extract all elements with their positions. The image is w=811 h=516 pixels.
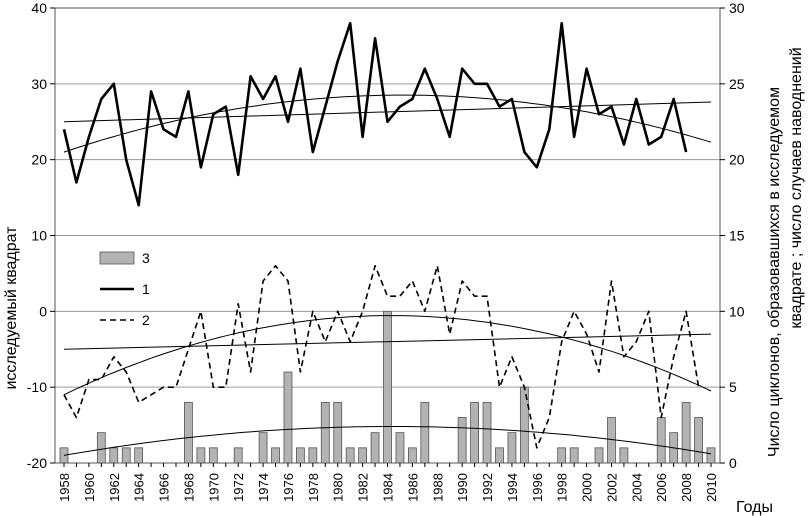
left-tick-label: 10 (31, 228, 47, 244)
bar (196, 447, 206, 464)
trend-lines (63, 94, 712, 456)
bar (96, 432, 106, 464)
bar-series-3 (59, 310, 716, 464)
bar (258, 432, 268, 464)
left-axis-label: исследуемый квадрат (3, 226, 20, 390)
x-tick-label: 1962 (107, 473, 122, 502)
bar (59, 447, 69, 464)
x-tick-label: 1968 (181, 473, 196, 502)
x-tick-label: 1958 (57, 473, 72, 502)
x-tick-label: 1978 (306, 473, 321, 502)
legend-label: 3 (142, 250, 150, 266)
x-tick-label: 1982 (356, 473, 371, 502)
bar (495, 447, 504, 464)
legend-swatch-bar (99, 251, 135, 265)
bar (271, 447, 280, 464)
x-tick-label: 1992 (480, 473, 495, 502)
x-tick-label: 1986 (405, 473, 420, 502)
right-tick-label: 0 (729, 455, 737, 471)
x-tick-label: 1960 (82, 473, 97, 502)
bar (121, 447, 131, 464)
bar (569, 447, 579, 464)
legend-label: 2 (142, 312, 150, 328)
x-tick-label: 1974 (256, 473, 271, 502)
trend-line-3 (63, 426, 712, 456)
x-tick-label: 1994 (505, 473, 520, 502)
bar (407, 447, 417, 464)
x-tick-label: 1976 (281, 473, 296, 502)
x-tick-label: 1972 (231, 473, 246, 502)
x-axis-label: Годы (736, 499, 773, 516)
x-tick-label: 1990 (455, 473, 470, 502)
trend-line-1 (63, 101, 712, 123)
bar (470, 401, 479, 464)
left-tick-label: 40 (31, 0, 47, 16)
bar (656, 417, 666, 464)
x-tick-label: 2010 (704, 473, 719, 502)
right-tick-label: 25 (729, 76, 745, 92)
left-tick-label: 0 (39, 303, 47, 319)
bar (681, 401, 691, 464)
trend-line-2 (63, 315, 712, 396)
bar (184, 401, 193, 464)
axes: -20 -10 0 10 20 30 40 0 5 10 15 20 25 30 1958 1960 1962 1… (27, 0, 745, 502)
x-tick-label: 1996 (530, 473, 545, 502)
right-tick-label: 5 (729, 379, 737, 395)
left-tick-label: 20 (31, 152, 47, 168)
x-tick-label: 2002 (604, 473, 619, 502)
right-tick-label: 30 (729, 0, 745, 16)
right-tick-label: 10 (729, 303, 745, 319)
right-tick-label: 20 (729, 152, 745, 168)
bar (383, 310, 392, 464)
bar (557, 447, 567, 464)
bar (594, 447, 604, 464)
bar (134, 447, 144, 464)
bar (694, 417, 703, 464)
bar (320, 401, 330, 464)
bar (706, 447, 716, 464)
x-tick-label: 2008 (679, 473, 694, 502)
bar (619, 447, 629, 464)
bar (109, 447, 119, 464)
right-tick-label: 15 (729, 228, 745, 244)
bar (345, 447, 355, 464)
left-tick-label: -10 (27, 379, 47, 395)
line-series (62, 21, 700, 449)
right-axis-label-line2: квадрате ; число случаев наводнений (788, 47, 805, 328)
bar (370, 432, 380, 464)
x-tick-label: 1966 (157, 473, 172, 502)
legend-label: 1 (142, 281, 150, 297)
bar (420, 401, 430, 464)
bar (233, 447, 243, 464)
left-tick-label: 30 (31, 76, 47, 92)
bar (333, 401, 343, 464)
trend-line-1 (63, 94, 712, 153)
bar (296, 447, 305, 464)
bar (395, 432, 405, 464)
x-tick-label: 1964 (132, 473, 147, 502)
bar (208, 447, 218, 464)
series-line-1 (62, 21, 688, 207)
right-axis-label-line1: Число циклонов, образовавшихся в исследу… (766, 87, 783, 457)
gridlines (55, 83, 720, 388)
bar (308, 447, 318, 464)
x-tick-label: 2006 (654, 473, 669, 502)
left-tick-label: -20 (27, 455, 47, 471)
legend: 3 1 2 (99, 250, 150, 328)
x-tick-label: 1988 (430, 473, 445, 502)
bar (358, 447, 368, 464)
series-line-2 (63, 264, 700, 449)
bar (482, 401, 492, 464)
bar (507, 432, 517, 464)
x-tick-label: 2000 (580, 473, 595, 502)
x-tick-label: 1984 (381, 473, 396, 502)
x-tick-label: 1980 (331, 473, 346, 502)
x-tick-label: 1970 (206, 473, 221, 502)
trend-line-2 (63, 333, 712, 350)
bar (457, 417, 467, 464)
x-tick-label: 2004 (629, 473, 644, 502)
x-tick-label: 1998 (555, 473, 570, 502)
bar (283, 371, 293, 464)
